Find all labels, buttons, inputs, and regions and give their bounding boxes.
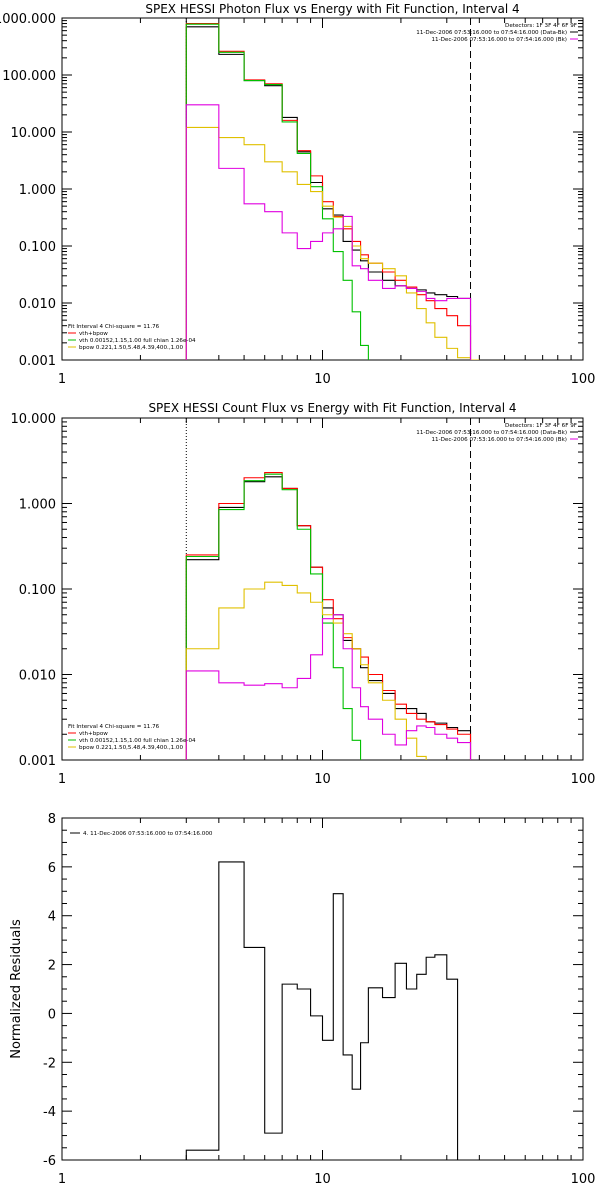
series-bk-line	[185, 614, 472, 760]
legend-entry-label: bpow 0.221,1.50,5.48,4.39,400.,1.00	[79, 345, 183, 351]
y-tick-label: 10.000	[11, 126, 57, 141]
legend-fit-header: Fit Interval 4 Chi-square = 11.76	[68, 724, 160, 730]
chart-title: SPEX HESSI Photon Flux vs Energy with Fi…	[145, 2, 519, 16]
y-tick-label: 8	[48, 812, 56, 827]
legend-entry-label: 4. 11-Dec-2006 07:53:16.000 to 07:54:16.…	[83, 831, 213, 837]
y-tick-label: -2	[43, 1056, 56, 1071]
series-vth-line	[185, 23, 369, 360]
y-tick-label: 0.100	[19, 240, 56, 255]
series-data-line	[185, 861, 471, 1160]
legend-entry-label: 11-Dec-2006 07:53:16.000 to 07:54:16.000…	[416, 30, 567, 36]
y-tick-label: 0.010	[19, 669, 56, 684]
x-tick-label: 100	[571, 1172, 596, 1187]
series-data-line	[185, 26, 472, 360]
series-total-line	[185, 472, 472, 760]
x-tick-label: 1	[58, 372, 66, 387]
x-tick-label: 100	[571, 772, 596, 787]
y-tick-label: 4	[48, 910, 56, 925]
y-tick-label: 2	[48, 959, 56, 974]
plot-frame	[61, 817, 584, 1161]
y-tick-label: 10.000	[11, 412, 57, 427]
y-tick-label: 0.100	[19, 583, 56, 598]
legend-entry-label: vth 0.00152,1.15,1.00 full chian 1.26e-0…	[79, 338, 196, 344]
y-tick-label: 1000.000	[0, 12, 56, 27]
y-tick-label: 0.010	[19, 297, 56, 312]
legend-fit-header: Fit Interval 4 Chi-square = 11.76	[68, 324, 160, 330]
y-tick-label: 0	[48, 1007, 56, 1022]
series-total-line	[185, 22, 472, 360]
y-tick-label: -6	[43, 1154, 56, 1169]
series-bk-line	[185, 104, 472, 360]
x-tick-label: 100	[571, 372, 596, 387]
y-tick-label: 0.001	[19, 754, 56, 769]
x-tick-label: 10	[314, 372, 331, 387]
y-tick-label: 6	[48, 861, 56, 876]
x-tick-label: 1	[58, 1172, 66, 1187]
x-tick-label: 10	[314, 772, 331, 787]
y-tick-label: 0.001	[19, 354, 56, 369]
legend-entry-label: vth+bpow	[79, 731, 108, 737]
legend-entry-label: 11-Dec-2006 07:53:16.000 to 07:54:16.000…	[416, 430, 567, 436]
series-bpow-line	[185, 126, 480, 360]
y-tick-label: 1.000	[19, 183, 56, 198]
legend-detectors: Detectors: 1F 3F 4F 6F 9F	[505, 423, 577, 429]
y-tick-label: -4	[43, 1105, 56, 1120]
y-axis-label: Normalized Residuals	[9, 919, 24, 1059]
legend-entry-label: 11-Dec-2006 07:53:16.000 to 07:54:16.000…	[431, 37, 567, 43]
series-bpow-line	[185, 581, 427, 760]
legend-detectors: Detectors: 1F 3F 4F 6F 9F	[505, 23, 577, 29]
y-tick-label: 1.000	[19, 498, 56, 513]
chart-title: SPEX HESSI Count Flux vs Energy with Fit…	[148, 401, 516, 415]
series-vth-line	[185, 473, 362, 760]
legend-entry-label: bpow 0.221,1.50,5.48,4.39,400.,1.00	[79, 745, 183, 751]
x-tick-label: 1	[58, 772, 66, 787]
legend-entry-label: 11-Dec-2006 07:53:16.000 to 07:54:16.000…	[431, 437, 567, 443]
legend-entry-label: vth+bpow	[79, 331, 108, 337]
y-tick-label: 100.000	[2, 69, 56, 84]
legend-entry-label: vth 0.00152,1.15,1.00 full chian 1.26e-0…	[79, 738, 196, 744]
x-tick-label: 10	[314, 1172, 331, 1187]
